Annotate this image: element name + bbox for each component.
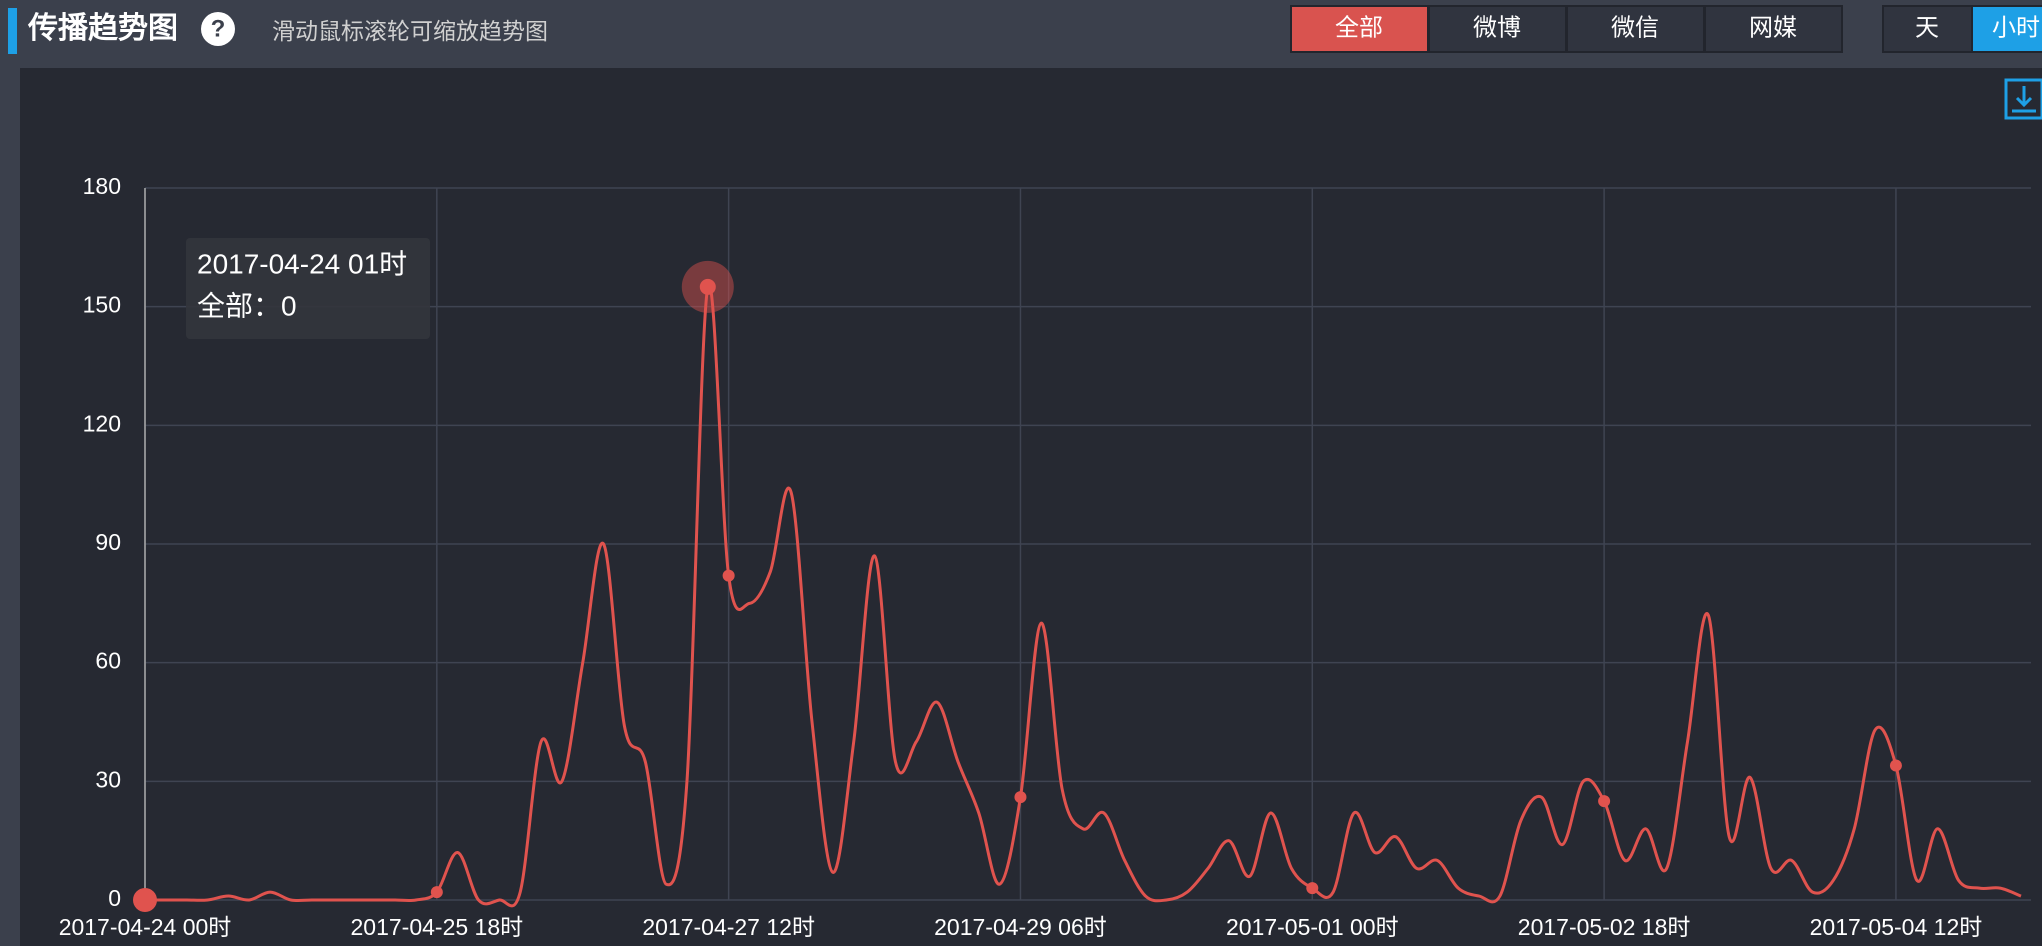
x-tick-label: 2017-04-27 12时 <box>642 914 815 940</box>
y-tick-label: 150 <box>83 292 121 318</box>
tooltip-value: 全部：0 <box>197 290 297 321</box>
granularity-button-label[interactable]: 天 <box>1915 14 1939 41</box>
filter-button-label[interactable]: 网媒 <box>1749 14 1797 41</box>
point-marker <box>430 886 443 899</box>
filter-button[interactable] <box>1566 5 1705 53</box>
point-marker <box>1889 759 1902 772</box>
help-icon-text[interactable]: ? <box>211 15 226 42</box>
y-tick-label: 30 <box>95 766 121 792</box>
help-icon[interactable] <box>201 12 235 46</box>
point-marker <box>722 569 735 582</box>
left-strip <box>0 0 20 946</box>
x-tick-label: 2017-05-04 12时 <box>1810 914 1983 940</box>
x-tick-label: 2017-04-25 18时 <box>351 914 524 940</box>
y-tick-label: 0 <box>108 885 121 911</box>
filter-button[interactable] <box>1428 5 1567 53</box>
chart: 0 30 60 90 120 150 180 2017-04-24 00时 2017-04-25… <box>59 173 2031 940</box>
subtitle: 滑动鼠标滚轮可缩放趋势图 <box>272 18 548 44</box>
y-tick-label: 180 <box>83 173 121 199</box>
filter-button-label[interactable]: 微信 <box>1611 14 1659 41</box>
series-line <box>144 282 2022 908</box>
point-marker <box>133 888 157 912</box>
x-tick-label: 2017-05-01 00时 <box>1226 914 1399 940</box>
y-tick-label: 120 <box>83 410 121 436</box>
y-tick-label: 90 <box>95 529 121 555</box>
granularity-button[interactable] <box>1882 5 1973 53</box>
granularity-button-label[interactable]: 小时 <box>1992 14 2040 41</box>
point-marker <box>1014 791 1027 804</box>
filter-button[interactable] <box>1704 5 1843 53</box>
filter-button-label[interactable]: 全部 <box>1335 14 1383 41</box>
x-tick-label: 2017-04-29 06时 <box>934 914 1107 940</box>
tooltip-box <box>186 238 430 339</box>
y-tick-label: 60 <box>95 648 121 674</box>
title-accent <box>8 8 17 54</box>
x-tick-label: 2017-04-24 00时 <box>59 914 232 940</box>
button-group: 全部 微博 微信 网媒 天 小时 <box>1290 5 2042 53</box>
granularity-button[interactable] <box>1971 5 2042 53</box>
highlight-point <box>699 278 716 295</box>
tooltip-time: 2017-04-24 01时 <box>197 248 407 279</box>
filter-button-label[interactable]: 微博 <box>1473 14 1521 41</box>
x-tick-label: 2017-05-02 18时 <box>1518 914 1691 940</box>
point-marker <box>1598 795 1611 808</box>
download-arrow[interactable] <box>2012 86 2036 113</box>
page-title: 传播趋势图 <box>27 12 178 45</box>
point-marker <box>1306 882 1319 895</box>
download-icon[interactable] <box>2004 78 2042 120</box>
